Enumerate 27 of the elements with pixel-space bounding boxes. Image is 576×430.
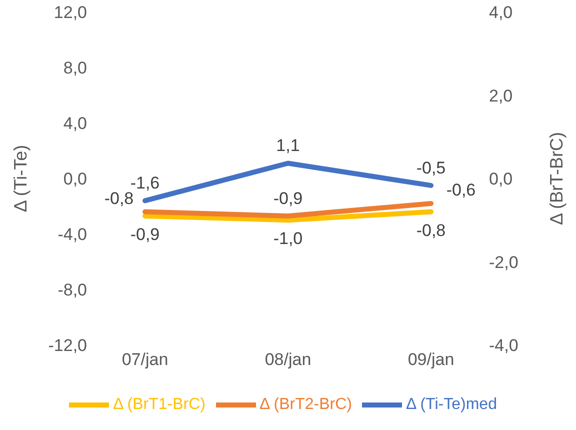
data-label: -0,9 [273,188,303,208]
x-tick-label: 08/jan [264,350,312,370]
y-tick-label: -12,0 [48,336,87,356]
data-label: -0,9 [130,224,160,244]
data-label: -0,5 [416,158,446,178]
x-tick-label: 07/jan [122,350,168,370]
y-axis-title: Δ (Ti-Te) [10,144,30,212]
legend-label: Δ (BrT1-BrC) [113,396,206,414]
y-tick-label: 12,0 [54,3,87,22]
x-tick-label: 09/jan [408,350,454,370]
data-label: -1,0 [273,229,303,248]
y2-tick-label: -4,0 [489,336,518,356]
data-label: 1,1 [276,136,300,156]
y2-tick-label: 2,0 [489,86,513,106]
y-tick-label: 4,0 [63,114,87,134]
data-label: -0,6 [446,180,476,200]
y-tick-label: 8,0 [63,58,87,78]
y-tick-label: 0,0 [63,170,87,189]
y-tick-label: -8,0 [58,280,87,300]
y-tick-label: -4,0 [58,225,87,244]
y2-tick-label: 4,0 [489,3,513,22]
data-label: -0,8 [416,220,446,240]
legend-label: Δ (Ti-Te)med [406,396,497,414]
y2-axis-title: Δ (BrT-BrC) [546,132,566,226]
y2-tick-label: -2,0 [489,252,518,272]
legend-label: Δ (BrT2-BrC) [260,396,352,414]
y2-tick-label: 0,0 [489,170,513,189]
